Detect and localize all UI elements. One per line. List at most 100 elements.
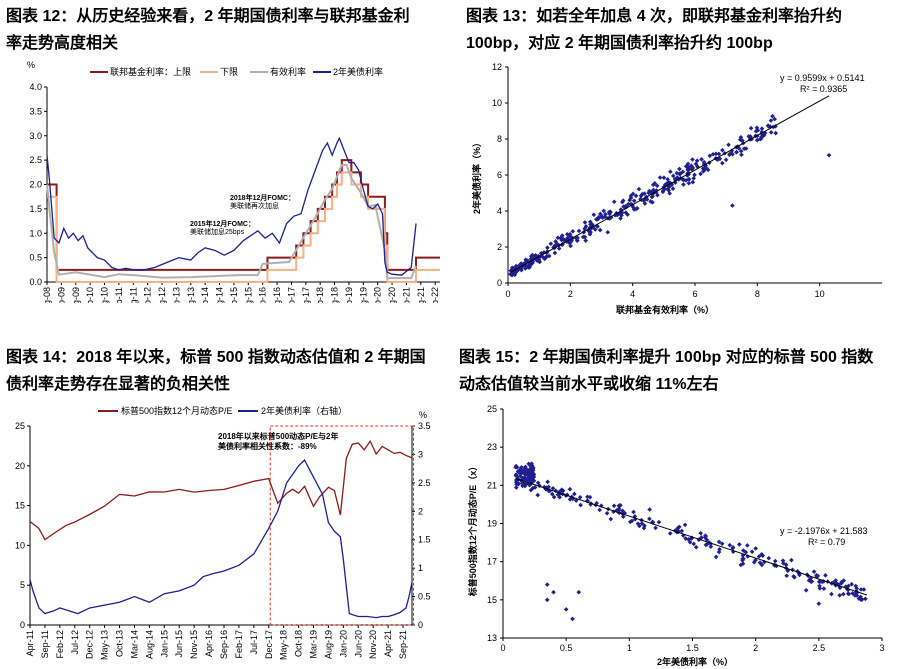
chart-14-y-tick-label-right: 0 [418, 620, 423, 630]
chart-13-point [759, 126, 765, 131]
chart-15-point [535, 492, 541, 498]
chart-15-point [535, 480, 541, 486]
chart-13-point [552, 243, 558, 248]
chart-13-point [582, 226, 588, 232]
chart-13-point [513, 263, 519, 269]
chart-15-point [719, 541, 725, 546]
chart-13-point [565, 236, 570, 242]
chart-15-point [738, 562, 744, 568]
chart-13-point [730, 203, 735, 208]
chart-15-trendline [515, 477, 867, 596]
chart-15-point [863, 596, 868, 602]
chart-12-series-lower [47, 171, 440, 283]
chart-13-point [768, 130, 774, 135]
chart-13-point [535, 254, 540, 259]
chart-15-point [683, 536, 688, 541]
chart-13-point [628, 195, 634, 201]
chart-13-point [772, 116, 777, 122]
chart-14-annotation-a: 2018年以来标普500动态P/E与2年 [218, 431, 339, 441]
chart-15-point [549, 491, 555, 497]
chart-14-x-tick-label: Aug-14 [144, 630, 154, 659]
chart-15-point [789, 557, 794, 563]
chart-13-point [530, 252, 535, 258]
chart-13-point [605, 229, 611, 235]
chart-12-x-tick-label: Feb-16 [258, 287, 268, 303]
chart-12-title-line-1: 图表 12：从历史经验来看，2 年期国债利率与联邦基金利 [6, 8, 410, 25]
chart-14-x-tick-label: Oct-13 [115, 630, 125, 657]
chart-13-point [612, 212, 618, 218]
chart-13-point [729, 148, 735, 154]
chart-14-x-tick-label: May-18 [279, 630, 289, 660]
chart-15-point [753, 557, 758, 563]
chart-15-point [550, 486, 556, 491]
chart-13-point [716, 151, 722, 157]
chart-13-point [678, 171, 683, 176]
chart-15-point [572, 491, 577, 497]
chart-13-point [567, 231, 573, 237]
chart-15-y-tick-label: 23 [487, 442, 497, 452]
chart-15-point [795, 568, 800, 574]
chart-13-x-tick-label: 10 [815, 289, 825, 299]
chart-13-title-line-1: 图表 13：如若全年加息 4 次，即联邦基金利率抬升约 [466, 8, 843, 25]
chart-13-point [699, 157, 704, 162]
chart-13-point [592, 227, 598, 232]
chart-13-point [543, 255, 548, 260]
chart-13-point [681, 177, 687, 183]
chart-13-title-line-2: 100bp，对应 2 年期国债利率抬升约 100bp [466, 35, 773, 52]
chart-13-point [726, 142, 731, 148]
chart-13-point [575, 238, 580, 243]
chart-13-point [748, 134, 753, 139]
chart-13-point [519, 267, 524, 273]
chart-15-point [518, 465, 524, 471]
chart-13-y-tick-label: 4 [497, 206, 502, 216]
chart-15-point [530, 468, 536, 473]
chart-15-point [544, 582, 550, 587]
chart-15-point [780, 558, 786, 563]
chart-13-point [647, 188, 652, 194]
chart-15-x-tick-label: 0.5 [560, 643, 573, 653]
chart-15-title-line-2: 动态估值较当前水平或收缩 11%左右 [459, 376, 719, 393]
chart-15-point [682, 522, 688, 528]
chart-13-point [602, 214, 608, 220]
chart-12-x-tick-label: Aug-10 [100, 287, 110, 303]
chart-15-point [849, 581, 855, 587]
chart-14-x-tick-label: Feb-17 [234, 630, 244, 659]
chart-14-y-tick-label-right: 1 [418, 563, 423, 573]
chart-14-x-tick-label: Jul-17 [249, 630, 259, 655]
chart-15-point [803, 587, 809, 593]
chart-15-point [821, 586, 827, 591]
chart-15-point [741, 548, 746, 553]
chart-15-point [551, 589, 556, 595]
chart-12-y-tick-label: 4.0 [29, 82, 42, 92]
chart-15-x-tick-label: 2.5 [813, 643, 826, 653]
chart-15-point [854, 586, 859, 591]
chart-13-point [512, 272, 518, 278]
chart-14-x-tick-label: Feb-12 [55, 630, 65, 659]
chart-15-point [513, 485, 519, 490]
panel-chart-12: 图表 12：从历史经验来看，2 年期国债利率与联邦基金利 率走势高度相关 % 联… [0, 0, 450, 303]
chart-13-point [626, 201, 631, 207]
chart-15-point [618, 503, 623, 508]
chart-13-point [703, 165, 709, 170]
chart-13-point [618, 216, 623, 221]
chart-13-point [530, 260, 535, 266]
chart-15-point [520, 475, 526, 481]
chart-15-point [531, 474, 537, 480]
chart-13-point [508, 268, 514, 273]
chart-15-point [749, 549, 755, 555]
chart-15-point [858, 587, 864, 592]
chart-15-point [835, 582, 841, 587]
chart-15-point [837, 585, 843, 591]
chart-15-point [698, 530, 703, 536]
chart-13-point [553, 239, 558, 244]
chart-12-y-tick-label: 0.0 [29, 277, 42, 287]
chart-15-point [544, 485, 549, 491]
chart-13-point [681, 182, 686, 187]
chart-13-point [515, 268, 520, 274]
chart-15-point [631, 509, 636, 515]
chart-15-point [514, 465, 520, 470]
chart-13-y-tick-label: 2 [497, 242, 502, 252]
chart-15-point [703, 542, 709, 548]
chart-15-point [560, 488, 566, 494]
chart-15-point [578, 502, 583, 508]
